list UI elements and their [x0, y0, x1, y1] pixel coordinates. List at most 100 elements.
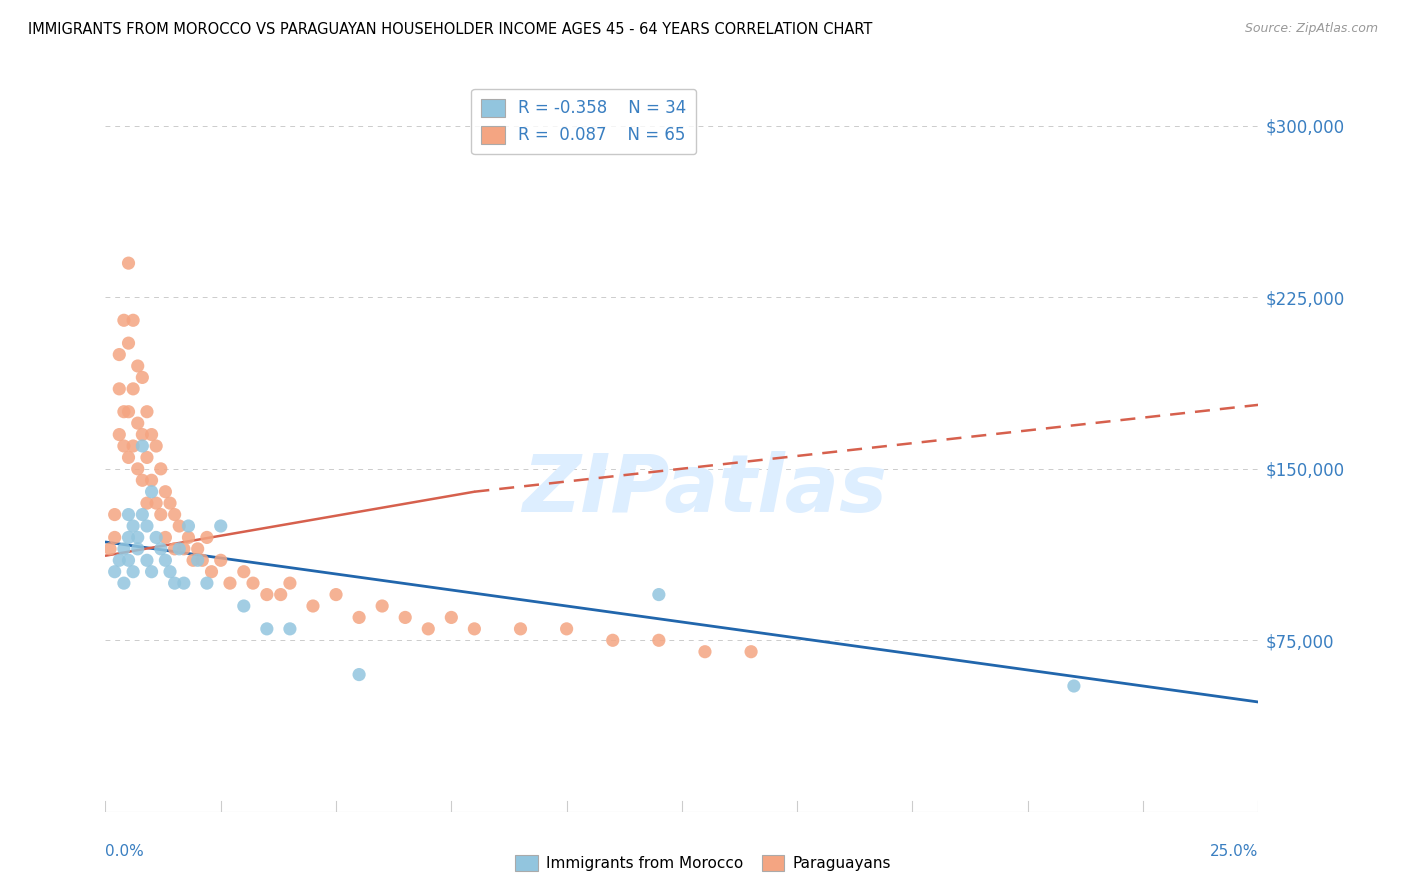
Point: [122, 439, 145, 453]
Point: [117, 256, 139, 270]
Point: [112, 313, 135, 327]
Point: [117, 450, 139, 465]
Point: [155, 553, 177, 567]
Point: [136, 450, 159, 465]
Text: Source: ZipAtlas.com: Source: ZipAtlas.com: [1244, 22, 1378, 36]
Point: [555, 622, 578, 636]
Point: [131, 370, 153, 384]
Point: [145, 496, 167, 510]
Point: [136, 496, 159, 510]
Point: [163, 541, 186, 556]
Point: [232, 565, 254, 579]
Point: [117, 336, 139, 351]
Point: [117, 508, 139, 522]
Point: [117, 553, 139, 567]
Point: [127, 541, 149, 556]
Point: [187, 541, 209, 556]
Point: [187, 553, 209, 567]
Point: [117, 530, 139, 544]
Point: [509, 622, 531, 636]
Point: [167, 541, 190, 556]
Text: ZIPatlas: ZIPatlas: [523, 450, 887, 529]
Point: [149, 541, 172, 556]
Point: [131, 508, 153, 522]
Point: [155, 484, 177, 499]
Point: [181, 553, 204, 567]
Point: [131, 473, 153, 487]
Point: [256, 588, 278, 602]
Point: [108, 427, 131, 442]
Point: [108, 348, 131, 362]
Text: IMMIGRANTS FROM MOROCCO VS PARAGUAYAN HOUSEHOLDER INCOME AGES 45 - 64 YEARS CORR: IMMIGRANTS FROM MOROCCO VS PARAGUAYAN HO…: [28, 22, 873, 37]
Point: [371, 599, 394, 613]
Point: [440, 610, 463, 624]
Legend: Immigrants from Morocco, Paraguayans: Immigrants from Morocco, Paraguayans: [509, 849, 897, 877]
Point: [191, 553, 214, 567]
Point: [163, 576, 186, 591]
Text: 0.0%: 0.0%: [105, 844, 145, 859]
Point: [127, 530, 149, 544]
Point: [270, 588, 292, 602]
Point: [112, 541, 135, 556]
Point: [463, 622, 485, 636]
Point: [145, 530, 167, 544]
Point: [242, 576, 264, 591]
Point: [155, 530, 177, 544]
Text: 25.0%: 25.0%: [1211, 844, 1258, 859]
Point: [418, 622, 440, 636]
Point: [347, 610, 370, 624]
Point: [177, 530, 200, 544]
Point: [108, 553, 131, 567]
Point: [141, 484, 163, 499]
Point: [136, 405, 159, 419]
Point: [256, 622, 278, 636]
Point: [112, 576, 135, 591]
Point: [177, 519, 200, 533]
Point: [104, 565, 127, 579]
Point: [141, 565, 163, 579]
Point: [122, 313, 145, 327]
Point: [219, 576, 242, 591]
Point: [325, 588, 347, 602]
Point: [278, 576, 301, 591]
Point: [149, 462, 172, 476]
Point: [302, 599, 325, 613]
Point: [141, 427, 163, 442]
Point: [141, 473, 163, 487]
Point: [127, 359, 149, 373]
Point: [209, 519, 232, 533]
Point: [740, 645, 762, 659]
Point: [131, 427, 153, 442]
Point: [104, 530, 127, 544]
Point: [173, 541, 195, 556]
Point: [145, 439, 167, 453]
Point: [108, 382, 131, 396]
Point: [159, 496, 181, 510]
Legend: R = -0.358    N = 34, R =  0.087    N = 65: R = -0.358 N = 34, R = 0.087 N = 65: [471, 88, 696, 154]
Point: [149, 508, 172, 522]
Point: [232, 599, 254, 613]
Point: [127, 462, 149, 476]
Point: [347, 667, 370, 681]
Point: [200, 565, 222, 579]
Point: [98, 541, 121, 556]
Point: [159, 565, 181, 579]
Point: [112, 439, 135, 453]
Point: [167, 519, 190, 533]
Point: [209, 553, 232, 567]
Point: [278, 622, 301, 636]
Point: [131, 439, 153, 453]
Point: [602, 633, 624, 648]
Point: [104, 508, 127, 522]
Point: [173, 576, 195, 591]
Point: [648, 633, 671, 648]
Point: [195, 576, 218, 591]
Point: [122, 382, 145, 396]
Point: [117, 405, 139, 419]
Point: [394, 610, 416, 624]
Point: [112, 405, 135, 419]
Point: [163, 508, 186, 522]
Point: [136, 553, 159, 567]
Point: [648, 588, 671, 602]
Point: [127, 416, 149, 430]
